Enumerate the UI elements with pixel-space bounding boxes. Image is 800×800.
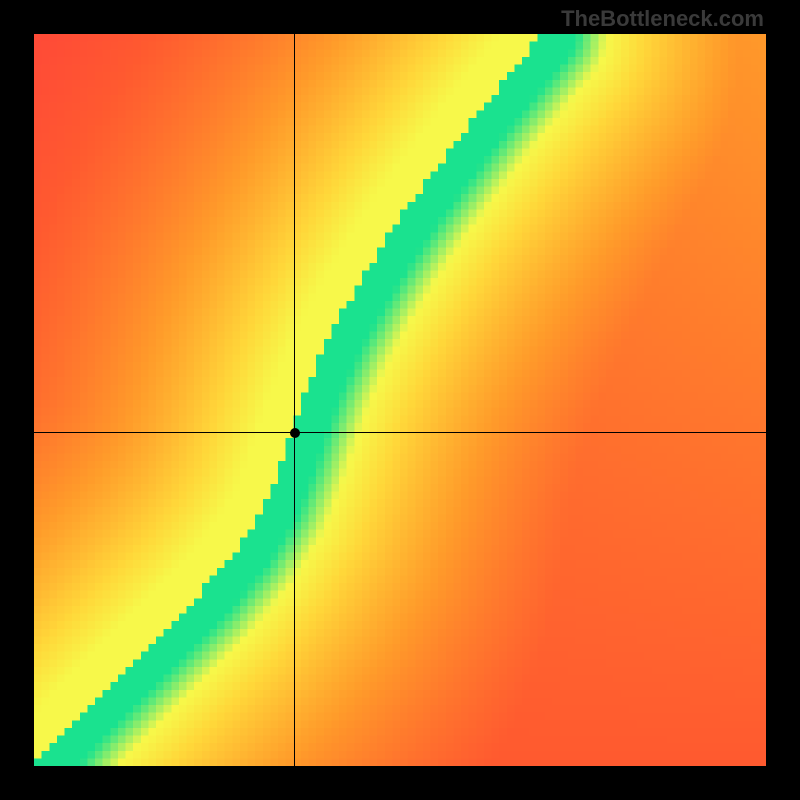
crosshair-marker xyxy=(290,428,300,438)
bottleneck-heatmap xyxy=(34,34,766,766)
watermark-text: TheBottleneck.com xyxy=(561,6,764,32)
crosshair-horizontal xyxy=(34,432,766,433)
crosshair-vertical xyxy=(294,34,295,766)
